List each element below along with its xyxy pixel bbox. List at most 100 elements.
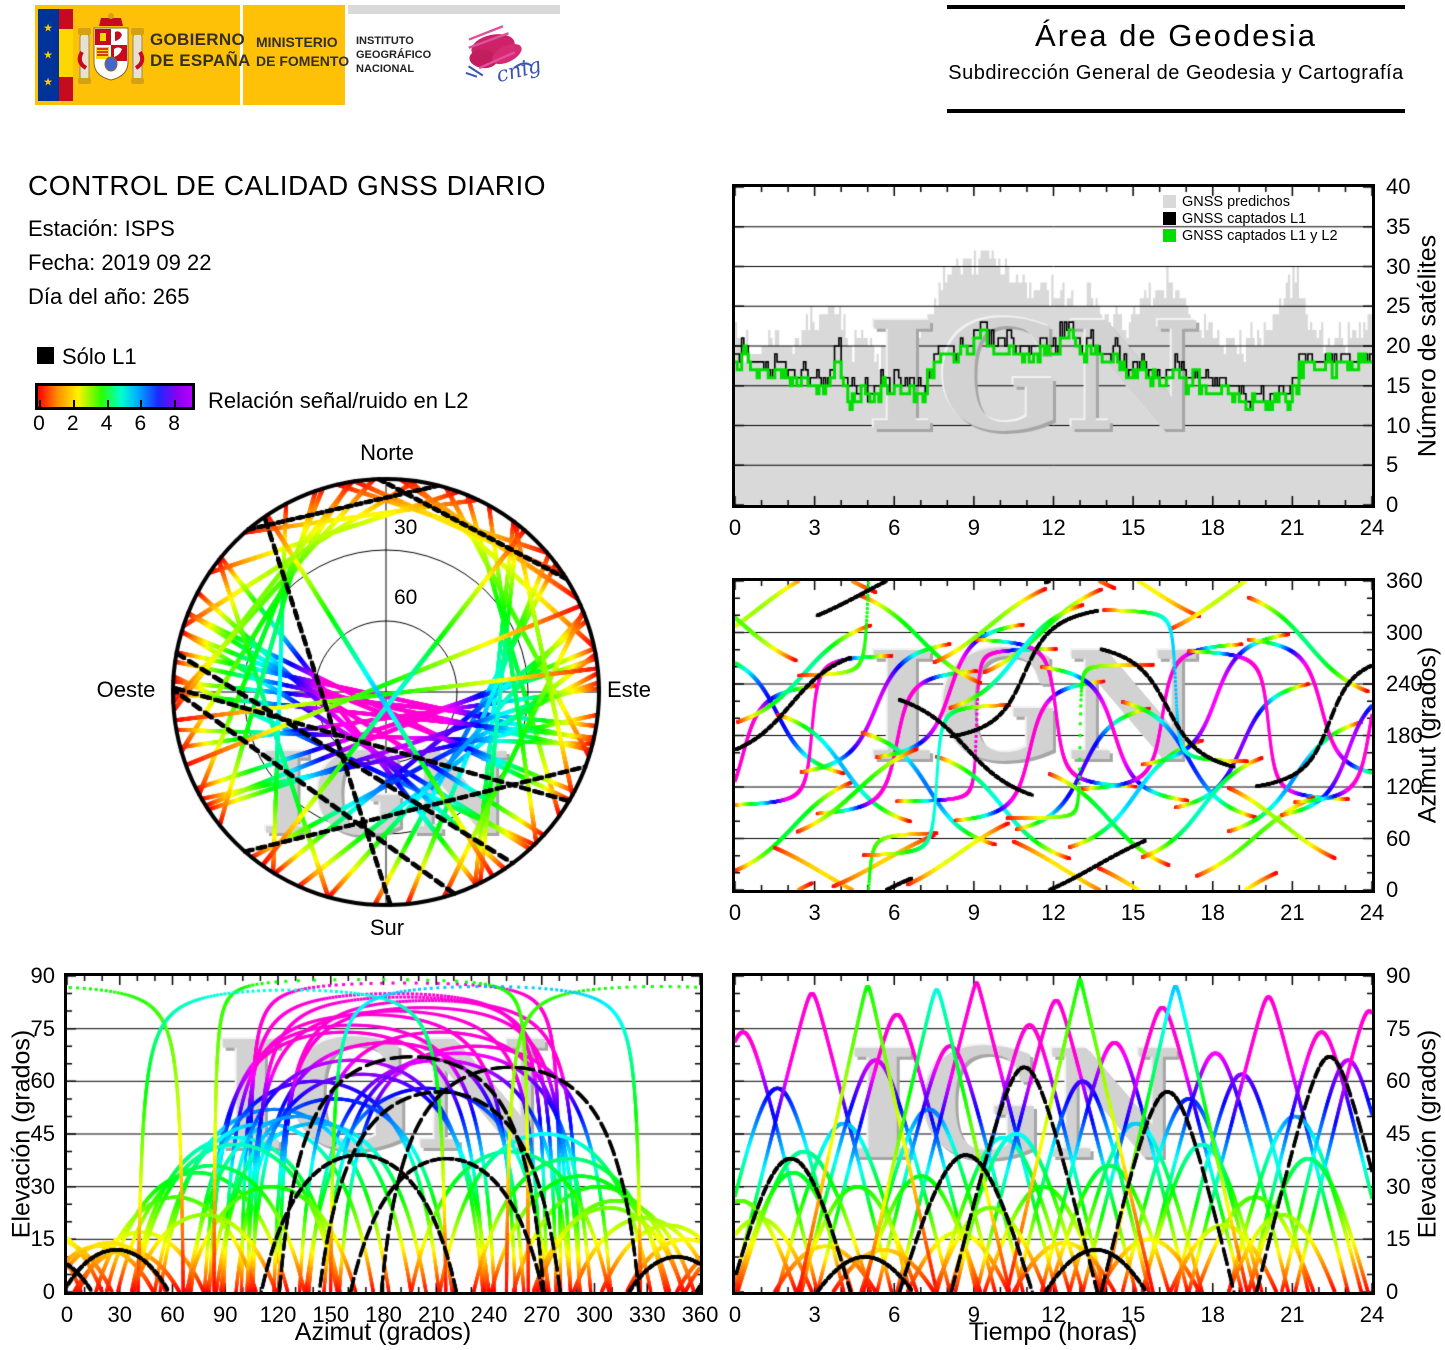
snr-colorbar-label: Relación señal/ruido en L2 — [208, 388, 469, 413]
elev-azimut-canvas — [67, 976, 700, 1292]
solo-l1-swatch — [37, 347, 54, 364]
x-tick-label: 210 — [417, 1302, 455, 1327]
elev-time-ylabel: Elevación (grados) — [1413, 1029, 1442, 1239]
x-tick-label: 12 — [1041, 1302, 1066, 1327]
x-tick-label: 6 — [888, 515, 901, 540]
y-tick-label: 300 — [1386, 619, 1423, 645]
y-tick-label: 75 — [1386, 1015, 1411, 1041]
x-tick-label: 3 — [808, 515, 821, 540]
x-tick-label: 21 — [1280, 900, 1305, 925]
elev-time-xlabel: Tiempo (horas) — [968, 1318, 1138, 1346]
x-tick-label: 300 — [576, 1302, 613, 1327]
x-tick-label: 18 — [1200, 515, 1225, 540]
x-tick-label: 180 — [365, 1302, 402, 1327]
legend-swatch — [1163, 229, 1176, 242]
x-tick-label: 0 — [728, 900, 742, 925]
x-tick-label: 21 — [1280, 515, 1305, 540]
colorbar-tick — [106, 400, 109, 407]
header-top-rule — [947, 5, 1405, 9]
y-tick-label: 180 — [1386, 722, 1423, 748]
x-tick-label: 24 — [1359, 1302, 1385, 1327]
spain-flag-red-bottom — [59, 77, 73, 101]
skyplot-canvas — [160, 466, 612, 918]
y-tick-label: 0 — [42, 1279, 55, 1304]
cnig-logo-icon — [465, 25, 533, 78]
y-tick-label: 0 — [1386, 492, 1399, 517]
y-tick-label: 35 — [1386, 213, 1411, 239]
y-tick-label: 120 — [1386, 774, 1423, 799]
station-line: Estación: ISPS — [28, 216, 175, 241]
sat-count-legend: GNSS predichos GNSS captados L1 GNSS capta… — [1163, 193, 1338, 244]
colorbar-tick-label: 4 — [100, 412, 113, 435]
sat-count-plot — [732, 184, 1375, 508]
area-subtitle: Subdirección General de Geodesia y Carto… — [948, 62, 1404, 84]
y-tick-label: 30 — [1386, 253, 1411, 279]
y-tick-label: 0 — [1386, 877, 1399, 902]
x-tick-label: 240 — [470, 1302, 508, 1327]
spain-coat-of-arms-icon — [77, 13, 145, 84]
skyplot-south-label: Sur — [369, 915, 405, 940]
y-tick-label: 30 — [30, 1173, 55, 1199]
y-tick-label: 60 — [1386, 825, 1411, 851]
legend-swatch — [1163, 195, 1176, 208]
colorbar-tick — [174, 400, 177, 407]
banner-gray-strip — [348, 5, 560, 14]
y-tick-label: 60 — [30, 1068, 55, 1094]
y-tick-label: 5 — [1386, 452, 1399, 478]
elev-azimut-plot — [64, 973, 703, 1295]
area-title: Área de Geodesia — [1035, 18, 1317, 53]
azimut-time-plot — [732, 578, 1375, 893]
legend-label: GNSS predichos — [1182, 193, 1290, 210]
elev-azimut-xlabel: Azimut (grados) — [294, 1318, 472, 1346]
legend-label: GNSS captados L1 y L2 — [1182, 227, 1338, 244]
skyplot-north-label: Norte — [360, 440, 414, 465]
x-tick-label: 15 — [1120, 1302, 1146, 1327]
eu-star-icon: ★ — [43, 49, 53, 62]
x-tick-label: 6 — [888, 900, 901, 925]
x-tick-label: 12 — [1041, 515, 1066, 540]
y-tick-label: 20 — [1386, 333, 1411, 358]
y-tick-label: 40 — [1386, 174, 1411, 199]
legend-row: GNSS predichos — [1163, 193, 1338, 210]
legend-swatch — [1163, 212, 1176, 225]
y-tick-label: 15 — [1386, 372, 1411, 398]
eu-flag-strip — [38, 9, 59, 101]
legend-row: GNSS captados L1 — [1163, 210, 1338, 227]
colorbar-tick-label: 8 — [168, 412, 180, 435]
colorbar-tick-label: 2 — [66, 412, 79, 435]
x-tick-label: 270 — [523, 1302, 561, 1327]
x-tick-label: 3 — [808, 900, 821, 925]
x-tick-label: 15 — [1120, 515, 1146, 540]
x-tick-label: 3 — [808, 1302, 821, 1327]
y-tick-label: 25 — [1386, 293, 1411, 319]
colorbar-tick-label: 0 — [33, 412, 45, 435]
skyplot-east-label: Este — [606, 677, 652, 702]
solo-l1-label: Sólo L1 — [62, 344, 137, 369]
x-tick-label: 330 — [628, 1302, 666, 1327]
doy-line: Día del año: 265 — [28, 284, 190, 309]
x-tick-label: 0 — [728, 1302, 742, 1327]
elev-time-canvas — [735, 976, 1372, 1292]
instituto-cell — [348, 5, 560, 105]
x-tick-label: 150 — [312, 1302, 350, 1327]
y-tick-label: 60 — [1386, 1068, 1411, 1094]
spain-flag-red-top — [59, 9, 73, 29]
x-tick-label: 6 — [888, 1302, 901, 1327]
legend-label: GNSS captados L1 — [1182, 210, 1307, 227]
x-tick-label: 9 — [967, 515, 980, 540]
legend-row: GNSS captados L1 y L2 — [1163, 227, 1338, 244]
x-tick-label: 12 — [1041, 900, 1066, 925]
colorbar-tick — [140, 400, 143, 407]
x-tick-label: 18 — [1200, 900, 1225, 925]
x-tick-label: 9 — [967, 1302, 980, 1327]
spain-flag-yellow — [59, 29, 73, 77]
x-tick-label: 24 — [1359, 900, 1385, 925]
sat-count-canvas — [735, 187, 1372, 505]
ministerio-cell — [243, 5, 345, 105]
colorbar-tick-label: 6 — [134, 412, 147, 435]
x-tick-label: 60 — [160, 1302, 185, 1327]
skyplot-west-label: Oeste — [96, 677, 156, 702]
eu-star-icon: ★ — [43, 22, 53, 35]
eu-star-icon: ★ — [43, 76, 53, 89]
